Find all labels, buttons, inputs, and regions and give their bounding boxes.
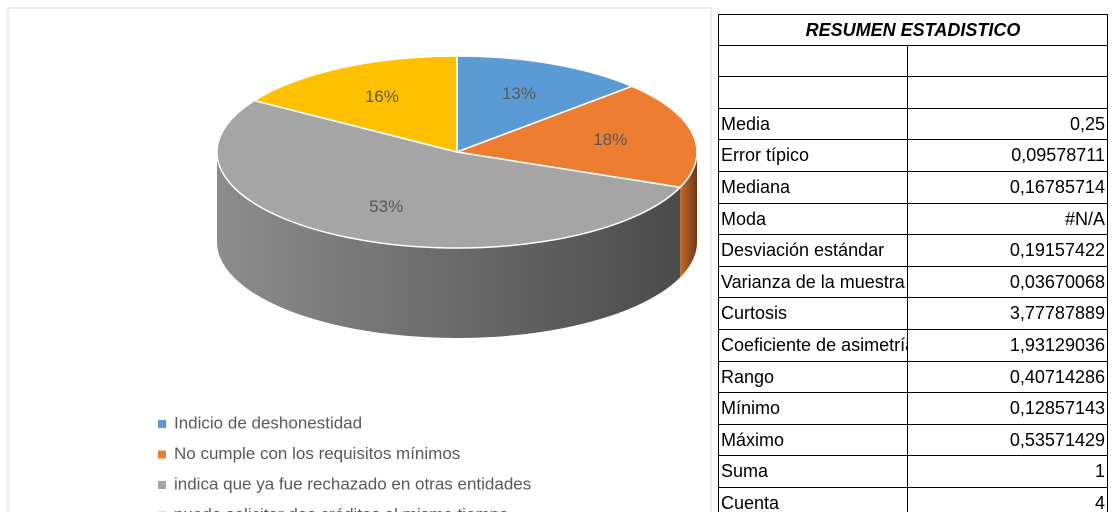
- table-row: Rango 0,40714286: [718, 361, 1108, 394]
- stat-value: 0,19157422: [907, 235, 1108, 267]
- stat-value: 0,53571429: [907, 424, 1108, 457]
- table-row: Media 0,25: [718, 108, 1108, 141]
- slice: [252, 55, 458, 153]
- stat-label: Suma: [718, 456, 907, 488]
- table-row: Mínimo 0,12857143: [718, 393, 1108, 425]
- stat-value: 0,03670068: [907, 266, 1108, 299]
- legend-swatch: [158, 450, 166, 459]
- legend-swatch: [158, 420, 166, 428]
- stat-value: 1,93129036: [907, 329, 1108, 362]
- chart: 13% 18% 53% 16% Indicio de deshonestidad No c…: [7, 7, 712, 512]
- table-title: RESUMEN ESTADISTICO: [718, 14, 1108, 46]
- legend-label: indica que ya fue rechazado en otras ent…: [174, 474, 531, 493]
- stat-label: Máximo: [718, 424, 907, 457]
- stat-value: 0,16785714: [907, 171, 1108, 204]
- data-label: 53%: [369, 197, 403, 216]
- stat-label: Curtosis: [718, 298, 907, 330]
- table-row: Cuenta 4: [718, 487, 1108, 512]
- stat-label: Varianza de la muestra: [718, 266, 907, 299]
- table-row: Desviación estándar 0,19157422: [718, 235, 1108, 267]
- table-row: Suma 1: [718, 456, 1108, 488]
- table-row: Curtosis 3,77787889: [718, 298, 1108, 330]
- data-label: 18%: [593, 130, 627, 149]
- stat-value: 3,77787889: [907, 298, 1108, 330]
- table-row: Error típico 0,09578711: [718, 140, 1108, 172]
- table-row: Coeficiente de asimetría 1,93129036: [718, 329, 1108, 362]
- stat-label: Cuenta: [718, 487, 907, 512]
- slice-side-shade: [217, 152, 681, 339]
- slice: [216, 99, 682, 249]
- table-row: Varianza de la muestra 0,03670068: [718, 266, 1108, 299]
- stat-value: 0,09578711: [907, 140, 1108, 172]
- stat-label: Mediana: [718, 171, 907, 204]
- stat-label: Media: [718, 108, 907, 141]
- legend-label: No cumple con los requisitos mínimos: [174, 444, 460, 463]
- stat-label: Moda: [718, 203, 907, 236]
- stat-value: 0,40714286: [907, 361, 1108, 394]
- stat-value: 0,25: [907, 108, 1108, 141]
- table-row: Máximo 0,53571429: [718, 424, 1108, 457]
- table-row: Moda #N/A: [718, 203, 1108, 236]
- legend-label: Indicio de deshonestidad: [174, 413, 362, 432]
- legend-label: puede solicitar dos créditos al mismo ti…: [174, 505, 508, 512]
- stat-label: Error típico: [718, 140, 907, 172]
- data-label: 13%: [502, 84, 536, 103]
- stat-value: 4: [907, 487, 1108, 512]
- stat-value: 0,12857143: [907, 393, 1108, 425]
- stat-label: Desviación estándar: [718, 235, 907, 267]
- stat-value: #N/A: [907, 203, 1108, 236]
- slice: [456, 55, 634, 154]
- table-row: Mediana 0,16785714: [718, 171, 1108, 204]
- stats-table: RESUMEN ESTADISTICO Media 0,25 Error típic…: [718, 14, 1108, 512]
- stat-label: Rango: [718, 361, 907, 394]
- data-label: 16%: [365, 87, 399, 106]
- legend-swatch: [158, 481, 166, 489]
- stat-label: Coeficiente de asimetría: [718, 329, 907, 362]
- slice: [454, 85, 698, 189]
- stat-value: 1: [907, 456, 1108, 488]
- stat-label: Mínimo: [718, 393, 907, 425]
